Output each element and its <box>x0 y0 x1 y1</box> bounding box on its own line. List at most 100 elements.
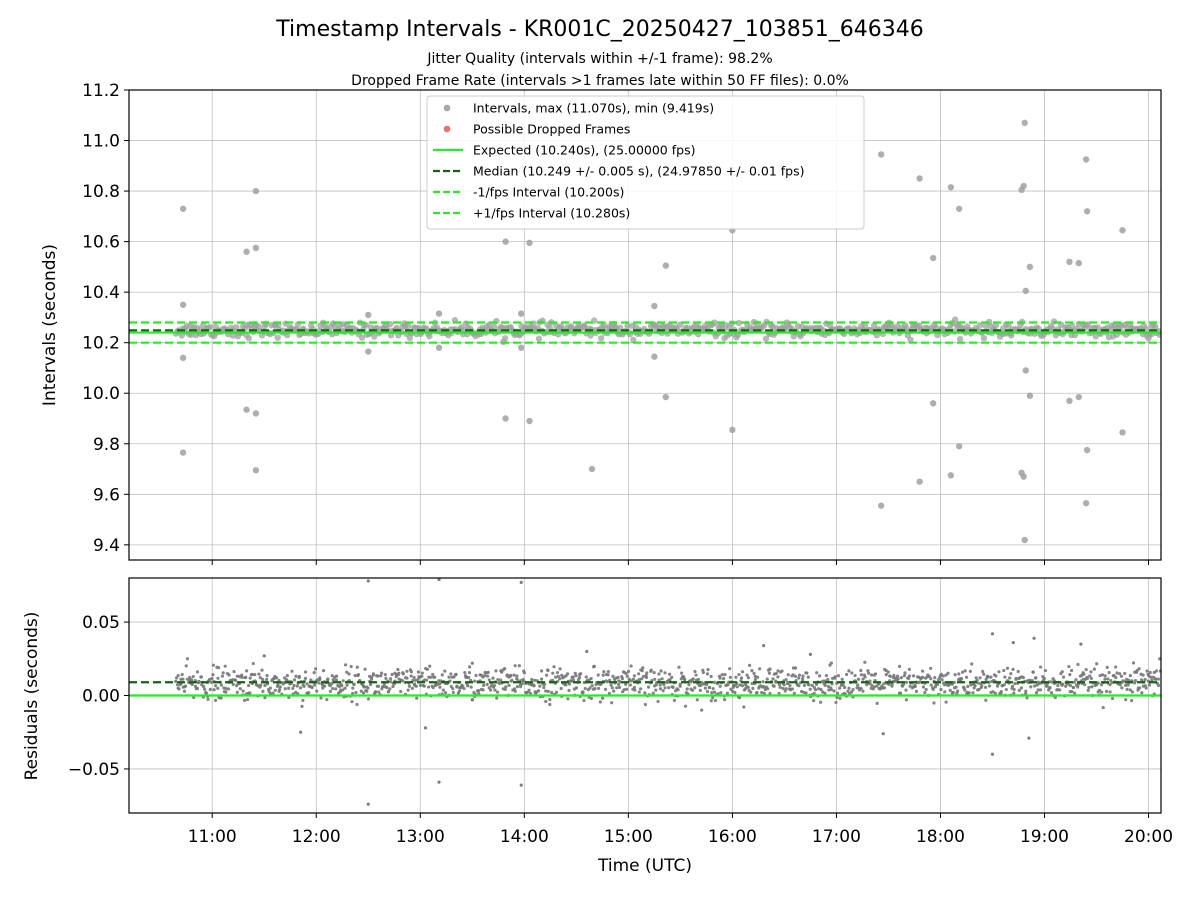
bottom-band-point <box>640 677 644 681</box>
bottom-band-point <box>663 671 667 675</box>
bottom-band-point <box>733 691 737 695</box>
bottom-band-point <box>641 674 646 679</box>
top-band-point <box>1005 322 1012 330</box>
bottom-band-point <box>376 684 381 688</box>
top-outlier-point <box>1075 393 1083 401</box>
bottom-band-point <box>841 683 845 687</box>
bottom-band-point <box>469 678 473 682</box>
top-outlier-point <box>916 478 923 485</box>
bottom-band-point <box>248 691 252 695</box>
bottom-outlier-point <box>1079 642 1083 646</box>
bottom-band-point <box>520 682 524 686</box>
bottom-band-point <box>950 682 954 686</box>
bottom-band-point <box>485 682 489 687</box>
bottom-band-point <box>226 687 230 691</box>
bottom-band-point <box>995 684 1000 688</box>
bottom-band-point <box>626 669 631 674</box>
top-outlier-point <box>1020 182 1027 190</box>
bottom-band-point <box>571 678 576 682</box>
bottom-band-point <box>1043 668 1047 673</box>
bottom-band-point <box>592 664 597 668</box>
bottom-band-point <box>887 682 891 686</box>
bottom-band-point <box>711 687 715 691</box>
bottom-band-point <box>571 675 575 679</box>
bottom-band-point <box>1002 683 1006 687</box>
bottom-band-point <box>1029 685 1033 689</box>
bottom-band-point <box>416 670 421 674</box>
bottom-band-point <box>509 673 513 677</box>
bottom-band-point <box>609 683 613 687</box>
bottom-band-point <box>927 674 931 678</box>
bottom-band-point <box>220 674 225 678</box>
bottom-band-point <box>888 674 892 678</box>
bottom-band-point <box>389 677 393 681</box>
bottom-band-point <box>1034 691 1039 695</box>
legend-label-5: +1/fps Interval (10.280s) <box>473 206 630 221</box>
bottom-band-point <box>216 676 220 680</box>
bottom-outlier-point <box>881 732 885 736</box>
bottom-band-point <box>197 680 201 684</box>
bottom-band-point <box>1156 677 1160 681</box>
bottom-band-point <box>1024 689 1028 693</box>
bottom-band-point <box>283 687 287 691</box>
bottom-band-point <box>832 689 836 693</box>
bottom-band-point <box>1128 688 1132 692</box>
bottom-band-point <box>703 686 707 690</box>
top-ytick-label: 10.6 <box>82 233 120 253</box>
bottom-band-point <box>192 695 196 700</box>
bottom-band-point <box>219 683 223 687</box>
bottom-band-point <box>438 682 442 686</box>
bottom-band-point <box>182 689 187 693</box>
bottom-band-point <box>303 676 308 680</box>
bottom-band-point <box>250 672 254 677</box>
bottom-band-point <box>323 684 327 688</box>
bottom-band-point <box>340 684 344 688</box>
bottom-band-point <box>616 675 620 680</box>
bottom-band-point <box>489 688 493 692</box>
bottom-band-point <box>963 669 967 673</box>
bottom-band-point <box>1103 674 1107 678</box>
bottom-ytick-label: −0.05 <box>68 760 120 780</box>
bottom-band-point <box>312 671 316 675</box>
bottom-band-point <box>618 685 622 689</box>
bottom-band-point <box>1108 683 1112 687</box>
bottom-band-point <box>544 689 548 693</box>
bottom-band-point <box>1144 686 1148 690</box>
bottom-xtick-label: 17:00 <box>812 827 861 847</box>
residuals-panel: −0.05 0.00 0.05 11:00 12:00 13:00 14:00 15:00 16… <box>68 577 1173 847</box>
bottom-band-point <box>1067 664 1071 669</box>
bottom-band-point <box>401 679 405 683</box>
bottom-band-point <box>1049 691 1054 695</box>
bottom-band-point <box>941 674 945 678</box>
top-outlier-point <box>947 184 955 191</box>
bottom-band-point <box>750 669 754 673</box>
bottom-band-point <box>984 698 988 702</box>
legend-marker-0 <box>443 104 451 112</box>
bottom-band-point <box>384 676 388 680</box>
bottom-band-point <box>873 672 878 676</box>
bottom-band-point <box>742 705 746 709</box>
bottom-band-point <box>1106 677 1110 681</box>
top-outlier-point <box>518 310 525 317</box>
bottom-band-point <box>315 689 319 693</box>
bottom-band-point <box>1092 667 1096 671</box>
bottom-xtick-label: 18:00 <box>916 827 965 847</box>
bottom-band-point <box>786 673 790 677</box>
bottom-band-point <box>292 683 296 688</box>
bottom-band-point <box>847 686 851 690</box>
bottom-band-point <box>241 689 245 693</box>
bottom-band-point <box>610 701 614 705</box>
bottom-band-point <box>486 674 490 678</box>
top-band-point <box>980 335 988 342</box>
bottom-band-point <box>322 669 326 673</box>
bottom-band-point <box>203 687 207 691</box>
bottom-band-point <box>868 679 872 683</box>
bottom-band-point <box>729 687 733 691</box>
bottom-band-point <box>624 682 628 686</box>
bottom-band-point <box>566 697 570 701</box>
top-outlier-point <box>1119 429 1126 436</box>
bottom-band-point <box>188 675 192 680</box>
bottom-band-point <box>546 668 550 673</box>
bottom-band-point <box>261 677 265 681</box>
bottom-band-point <box>551 671 555 675</box>
